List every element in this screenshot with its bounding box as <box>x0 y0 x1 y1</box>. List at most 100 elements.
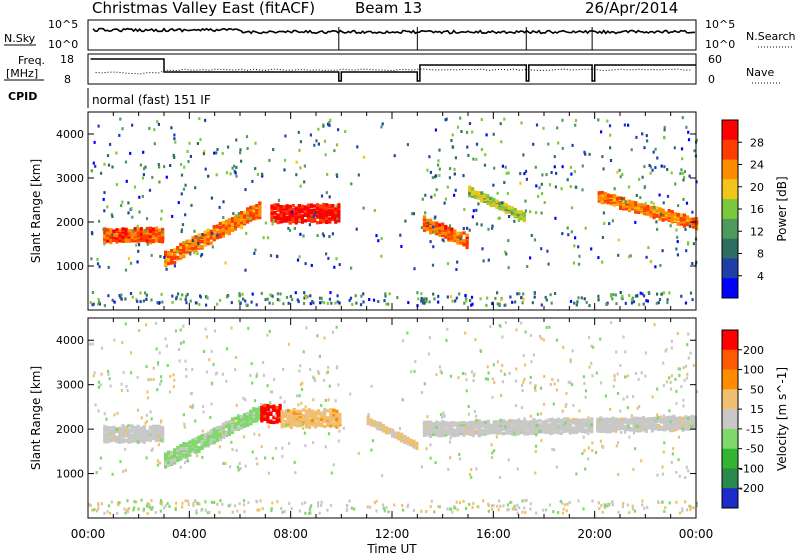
heatmap-cell <box>511 300 514 304</box>
heatmap-cell <box>240 225 244 230</box>
heatmap-cell <box>381 424 386 429</box>
heatmap-cell <box>119 117 122 121</box>
heatmap-cell <box>619 196 623 200</box>
heatmap-cell <box>170 126 173 130</box>
heatmap-cell <box>684 364 688 368</box>
heatmap-cell <box>655 220 658 224</box>
heatmap-cell <box>209 235 213 240</box>
heatmap-cell <box>473 410 476 413</box>
heatmap-cell <box>233 216 238 220</box>
heatmap-cell <box>139 426 143 430</box>
heatmap-cell <box>272 420 276 425</box>
heatmap-cell <box>654 147 657 151</box>
heatmap-cell <box>608 124 612 128</box>
heatmap-cell <box>659 264 662 267</box>
heatmap-cell <box>182 455 186 459</box>
heatmap-cell <box>647 417 652 421</box>
heatmap-cell <box>569 185 572 189</box>
heatmap-cell <box>203 236 207 240</box>
heatmap-cell <box>637 205 641 210</box>
heatmap-cell <box>124 511 127 515</box>
heatmap-cell <box>643 146 646 150</box>
heatmap-cell <box>212 434 216 439</box>
heatmap-cell <box>200 240 204 244</box>
heatmap-cell <box>170 249 174 253</box>
heatmap-cell <box>470 370 473 374</box>
heatmap-cell <box>331 213 335 218</box>
heatmap-cell <box>535 511 538 515</box>
heatmap-cell <box>456 241 460 245</box>
heatmap-cell <box>568 424 571 428</box>
heatmap-cell <box>508 427 512 431</box>
heatmap-cell <box>666 298 669 302</box>
heatmap-cell <box>442 411 445 415</box>
heatmap-cell <box>218 425 222 429</box>
heatmap-cell <box>238 294 241 298</box>
heatmap-cell <box>496 191 499 195</box>
heatmap-cell <box>154 428 159 432</box>
heatmap-cell <box>538 423 542 427</box>
heatmap-cell <box>89 301 92 305</box>
heatmap-cell <box>279 210 283 214</box>
heatmap-cell <box>215 429 219 433</box>
heatmap-cell <box>547 262 550 266</box>
heatmap-cell <box>177 348 181 351</box>
heatmap-cell <box>136 408 140 412</box>
heatmap-cell <box>167 456 171 460</box>
heatmap-cell <box>239 148 242 152</box>
heatmap-cell <box>328 235 331 239</box>
heatmap-cell <box>319 218 323 222</box>
heatmap-cell <box>280 409 284 414</box>
heatmap-cell <box>513 504 516 508</box>
heatmap-cell <box>529 424 533 428</box>
heatmap-cell <box>266 333 269 337</box>
heatmap-cell <box>144 291 147 295</box>
heatmap-cell <box>480 191 484 195</box>
heatmap-cell <box>523 417 526 421</box>
heatmap-cell <box>635 194 638 197</box>
heatmap-cell <box>92 302 95 306</box>
heatmap-cell <box>205 370 208 374</box>
heatmap-cell <box>237 414 240 417</box>
heatmap-cell <box>425 297 428 301</box>
heatmap-cell <box>150 417 153 421</box>
heatmap-cell <box>600 503 603 507</box>
heatmap-cell <box>522 354 525 358</box>
heatmap-cell <box>137 507 140 511</box>
heatmap-cell <box>623 417 627 421</box>
heatmap-cell <box>658 217 662 221</box>
heatmap-cell <box>167 258 171 262</box>
heatmap-cell <box>163 255 166 259</box>
heatmap-cell <box>270 509 273 513</box>
heatmap-cell <box>663 423 667 428</box>
heatmap-cell <box>209 229 213 234</box>
heatmap-cell <box>626 406 629 410</box>
heatmap-cell <box>446 185 449 189</box>
heatmap-cell <box>327 256 330 260</box>
heatmap-cell <box>221 422 225 426</box>
heatmap-cell <box>282 212 286 216</box>
heatmap-cell <box>175 295 178 299</box>
heatmap-cell <box>605 419 609 423</box>
heatmap-cell <box>229 503 232 507</box>
heatmap-cell <box>192 403 195 407</box>
heatmap-cell <box>209 429 213 433</box>
heatmap-cell <box>470 303 473 307</box>
heatmap-cell <box>158 180 161 184</box>
heatmap-cell <box>148 234 152 239</box>
heatmap-cell <box>675 470 678 474</box>
heatmap-cell <box>373 501 376 505</box>
heatmap-cell <box>200 508 203 512</box>
heatmap-cell <box>230 430 235 434</box>
heatmap-cell <box>269 293 272 297</box>
heatmap-cell <box>541 423 545 428</box>
heatmap-cell <box>189 405 192 409</box>
heatmap-cell <box>204 500 207 504</box>
heatmap-cell <box>351 303 354 306</box>
heatmap-cell <box>415 441 419 446</box>
heatmap-cell <box>188 443 192 447</box>
heatmap-cell <box>181 223 185 227</box>
heatmap-cell <box>465 233 469 237</box>
heatmap-cell <box>524 511 527 514</box>
colorbar-swatch <box>722 179 738 200</box>
